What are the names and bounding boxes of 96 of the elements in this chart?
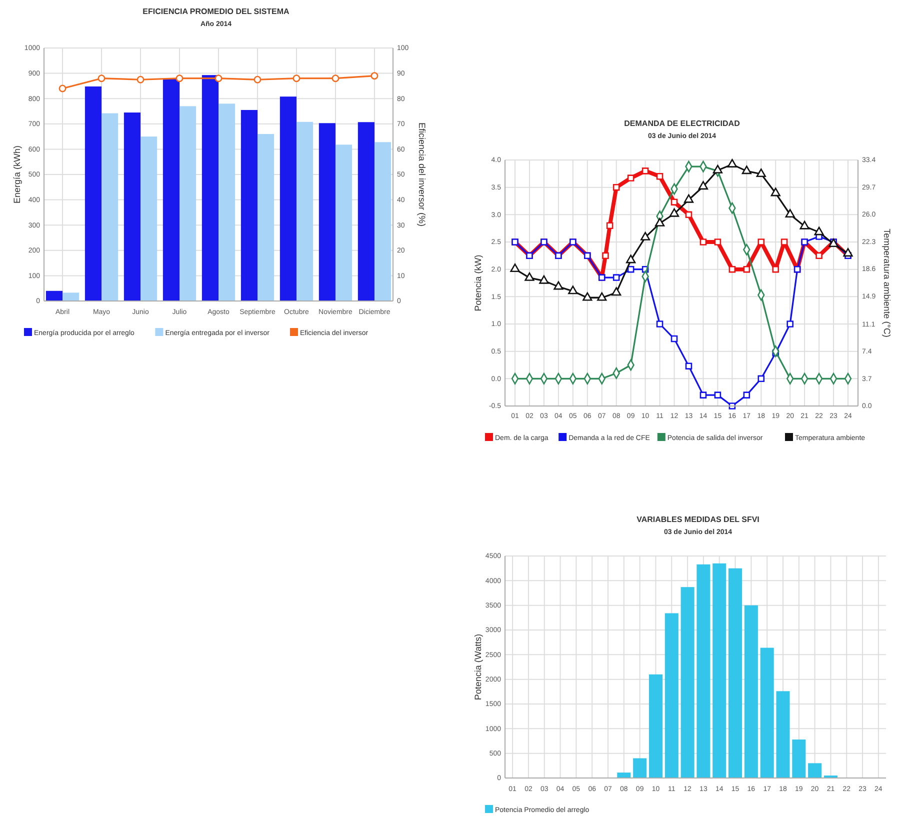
bar <box>776 691 790 778</box>
bar <box>102 113 118 301</box>
point <box>814 226 824 236</box>
point <box>510 264 520 272</box>
point <box>332 74 340 82</box>
point <box>712 164 723 174</box>
bar <box>62 292 80 301</box>
chart-title: DEMANDA DE ELECTRICIDAD <box>624 119 740 128</box>
chart-title: VARIABLES MEDIDAS DEL SFVI <box>636 515 760 524</box>
point <box>800 220 810 230</box>
point <box>743 266 750 273</box>
bar <box>124 112 141 301</box>
point <box>756 168 766 178</box>
y-axis-title: Energía (kWh) <box>12 145 22 204</box>
point <box>656 320 664 328</box>
bar <box>296 122 314 301</box>
bar <box>617 772 631 778</box>
point <box>743 392 750 398</box>
point <box>640 232 650 240</box>
bar <box>240 110 258 301</box>
point <box>58 84 66 92</box>
bar <box>140 136 158 301</box>
point <box>176 74 184 82</box>
bar <box>202 75 218 301</box>
bar <box>84 86 102 301</box>
y2-axis-title: Eficiencia del inversor (%) <box>417 122 427 227</box>
point <box>685 211 692 218</box>
point <box>780 238 788 246</box>
bar <box>680 587 694 778</box>
point <box>669 208 680 217</box>
point <box>728 266 736 273</box>
point <box>772 266 779 273</box>
bar <box>728 568 742 778</box>
point <box>602 252 609 260</box>
point <box>714 238 722 246</box>
point <box>670 198 678 206</box>
point <box>816 252 822 260</box>
point <box>742 166 752 174</box>
point <box>758 375 765 382</box>
point <box>370 72 378 80</box>
point <box>612 287 622 296</box>
point <box>670 335 678 342</box>
bar <box>358 122 374 301</box>
point <box>627 174 634 182</box>
point <box>785 209 795 218</box>
y2-axis-title: Temperatura ambiente (°C) <box>882 228 892 338</box>
point <box>582 292 592 301</box>
chart-title: EFICIENCIA PROMEDIO DEL SISTEMA <box>142 7 290 16</box>
point <box>700 238 707 246</box>
bar <box>648 674 662 778</box>
bar <box>335 144 352 301</box>
bar <box>280 96 296 301</box>
y-axis-title: Potencia (kW) <box>473 254 483 312</box>
bar <box>318 123 336 301</box>
point <box>684 194 694 203</box>
point <box>524 272 534 281</box>
point <box>700 392 707 398</box>
point <box>654 218 665 226</box>
point <box>843 248 853 257</box>
y-axis-title: Potencia (Watts) <box>473 634 483 700</box>
bar <box>180 106 196 301</box>
point <box>770 188 780 196</box>
point <box>606 222 614 229</box>
bar <box>792 740 806 778</box>
point <box>786 320 794 328</box>
point <box>698 181 708 190</box>
bar <box>712 563 726 778</box>
point <box>714 392 722 398</box>
bar <box>808 763 822 778</box>
point <box>568 286 578 294</box>
point <box>727 158 737 168</box>
point <box>98 74 106 82</box>
point <box>685 362 692 370</box>
point <box>254 76 262 84</box>
point <box>626 254 636 264</box>
bar <box>162 78 180 301</box>
point <box>642 168 649 174</box>
point <box>758 238 765 246</box>
point <box>612 274 620 281</box>
point <box>597 292 607 301</box>
bar <box>257 134 274 301</box>
bar <box>374 142 392 301</box>
bar <box>218 104 236 301</box>
point <box>656 173 664 180</box>
point <box>554 281 564 290</box>
bar <box>744 605 758 778</box>
point <box>292 74 300 82</box>
point <box>539 275 549 284</box>
point <box>612 184 620 191</box>
bar <box>633 758 647 778</box>
point <box>136 76 144 84</box>
bar <box>696 564 710 778</box>
point <box>214 74 222 82</box>
bar <box>664 613 678 778</box>
bar <box>46 290 63 301</box>
bar <box>760 648 774 778</box>
